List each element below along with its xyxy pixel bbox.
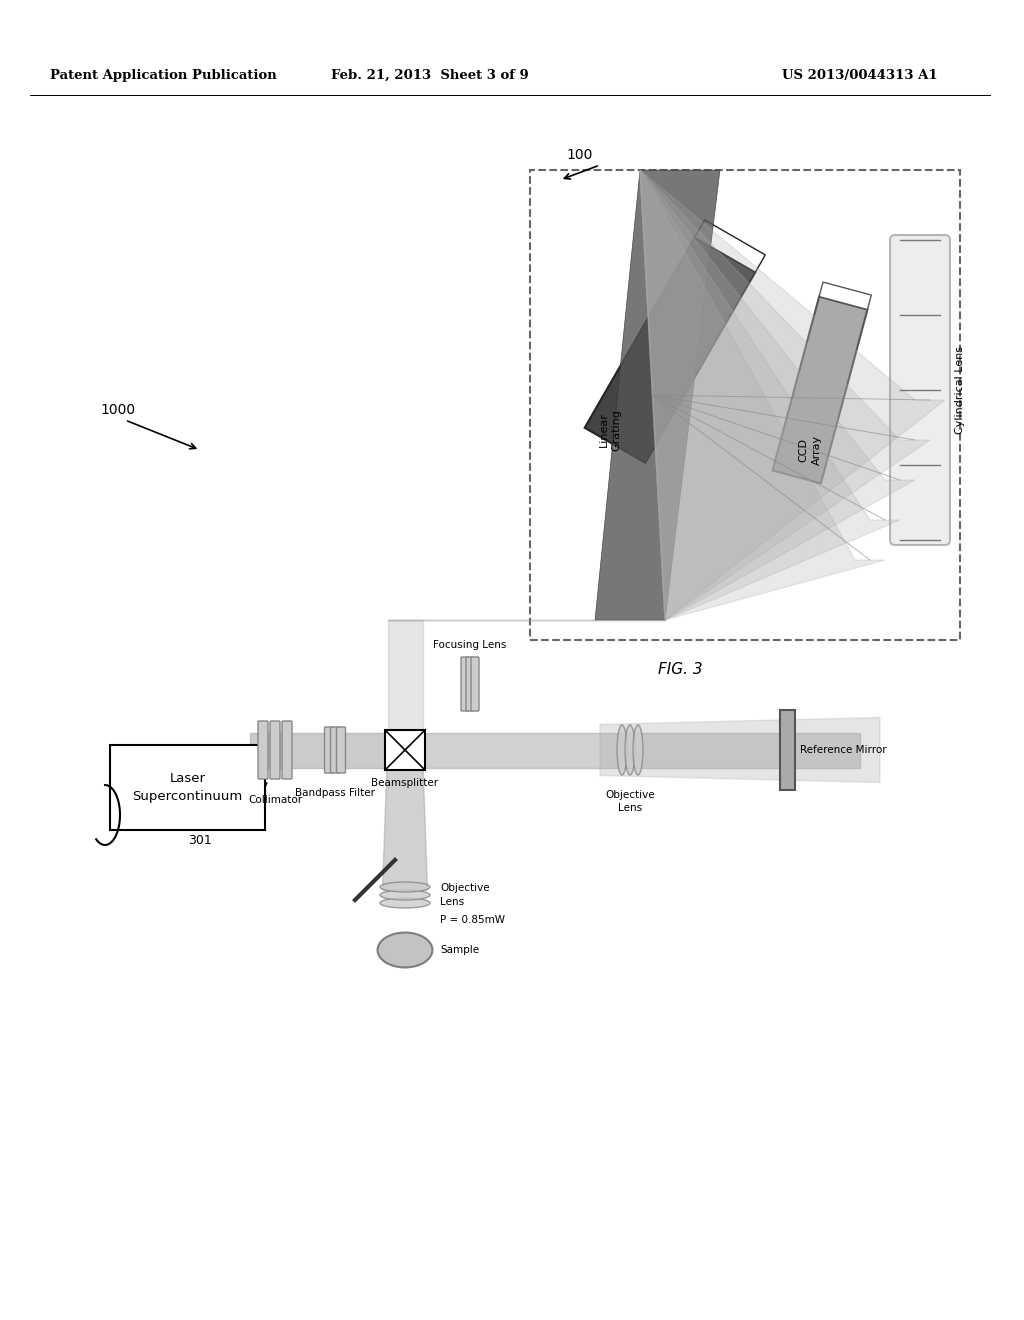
Polygon shape — [387, 620, 423, 733]
Polygon shape — [250, 733, 406, 767]
Polygon shape — [819, 282, 871, 309]
FancyBboxPatch shape — [331, 727, 340, 774]
FancyBboxPatch shape — [337, 727, 345, 774]
Text: Reference Mirror: Reference Mirror — [800, 744, 887, 755]
Text: US 2013/0044313 A1: US 2013/0044313 A1 — [782, 69, 938, 82]
Text: Sample: Sample — [440, 945, 479, 954]
Ellipse shape — [380, 890, 430, 900]
Text: Patent Application Publication: Patent Application Publication — [50, 69, 276, 82]
Text: Laser
Supercontinuum: Laser Supercontinuum — [132, 772, 243, 803]
FancyBboxPatch shape — [270, 721, 280, 779]
Text: Focusing Lens: Focusing Lens — [433, 640, 507, 649]
Polygon shape — [694, 220, 765, 272]
FancyBboxPatch shape — [471, 657, 479, 711]
Ellipse shape — [380, 882, 430, 892]
FancyBboxPatch shape — [325, 727, 334, 774]
Text: Linear
Grating: Linear Grating — [598, 409, 622, 451]
Text: CCD
Array: CCD Array — [799, 434, 821, 465]
Text: Beamsplitter: Beamsplitter — [372, 777, 438, 788]
FancyBboxPatch shape — [890, 235, 950, 545]
Text: FIG. 3: FIG. 3 — [657, 663, 702, 677]
Polygon shape — [595, 170, 720, 620]
Text: 100: 100 — [567, 148, 593, 162]
FancyBboxPatch shape — [282, 721, 292, 779]
Text: P = 0.85mW: P = 0.85mW — [440, 915, 505, 925]
Polygon shape — [383, 750, 427, 890]
Text: Feb. 21, 2013  Sheet 3 of 9: Feb. 21, 2013 Sheet 3 of 9 — [331, 69, 528, 82]
FancyBboxPatch shape — [110, 744, 265, 830]
Polygon shape — [640, 170, 915, 620]
Polygon shape — [772, 297, 867, 483]
Polygon shape — [585, 238, 756, 463]
Text: 1000: 1000 — [100, 403, 135, 417]
Text: Collimator: Collimator — [248, 795, 302, 805]
Text: Objective
Lens: Objective Lens — [440, 883, 489, 907]
Ellipse shape — [625, 725, 635, 775]
FancyBboxPatch shape — [258, 721, 268, 779]
Polygon shape — [600, 718, 880, 783]
Ellipse shape — [378, 932, 432, 968]
Polygon shape — [640, 170, 930, 620]
FancyBboxPatch shape — [466, 657, 474, 711]
Text: Cylindrical Lens: Cylindrical Lens — [955, 346, 965, 434]
Ellipse shape — [633, 725, 643, 775]
FancyBboxPatch shape — [461, 657, 469, 711]
Polygon shape — [640, 170, 945, 620]
Bar — [780, 710, 795, 789]
Text: Bandpass Filter: Bandpass Filter — [295, 788, 375, 799]
Polygon shape — [640, 170, 885, 620]
Polygon shape — [640, 170, 900, 620]
Polygon shape — [406, 733, 860, 767]
Text: 301: 301 — [188, 833, 212, 846]
Text: Objective
Lens: Objective Lens — [605, 789, 654, 813]
Ellipse shape — [617, 725, 627, 775]
Ellipse shape — [380, 898, 430, 908]
Bar — [385, 730, 425, 770]
